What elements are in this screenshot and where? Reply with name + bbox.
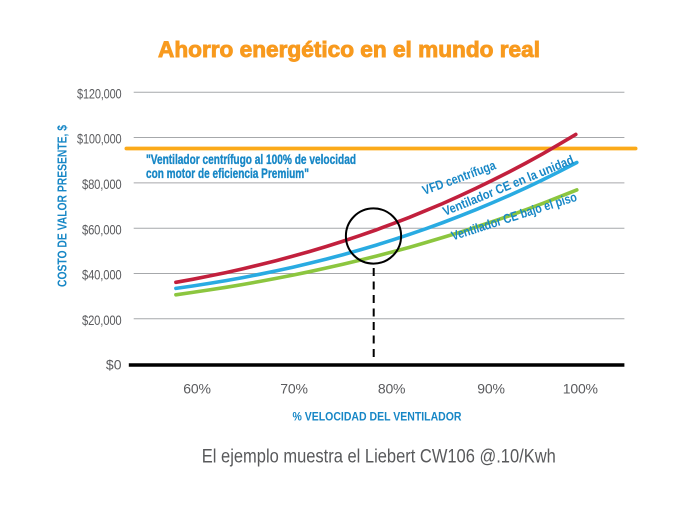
svg-text:$40,000: $40,000 (82, 267, 122, 283)
svg-text:$100,000: $100,000 (77, 131, 122, 147)
svg-text:Ahorro energético en el mundo: Ahorro energético en el mundo real (158, 37, 540, 62)
svg-text:"Ventilador centrífugo al 100%: "Ventilador centrífugo al 100% de veloci… (146, 152, 356, 167)
svg-text:$60,000: $60,000 (82, 221, 122, 237)
svg-text:90%: 90% (477, 381, 504, 397)
svg-text:$80,000: $80,000 (82, 176, 122, 192)
svg-text:$120,000: $120,000 (77, 85, 122, 101)
svg-text:70%: 70% (280, 381, 307, 397)
svg-text:60%: 60% (183, 381, 210, 397)
svg-text:80%: 80% (378, 381, 405, 397)
svg-text:$0: $0 (106, 357, 122, 373)
svg-text:COSTO DE VALOR PRESENTE, $: COSTO DE VALOR PRESENTE, $ (55, 124, 70, 287)
svg-text:El ejemplo muestra el Liebert: El ejemplo muestra el Liebert CW106 @.10… (202, 447, 556, 468)
svg-text:100%: 100% (563, 381, 598, 397)
svg-text:con motor de eficiencia Premiu: con motor de eficiencia Premium" (146, 166, 309, 181)
svg-text:$20,000: $20,000 (82, 312, 122, 328)
svg-text:% VELOCIDAD DEL VENTILADOR: % VELOCIDAD DEL VENTILADOR (293, 411, 463, 423)
